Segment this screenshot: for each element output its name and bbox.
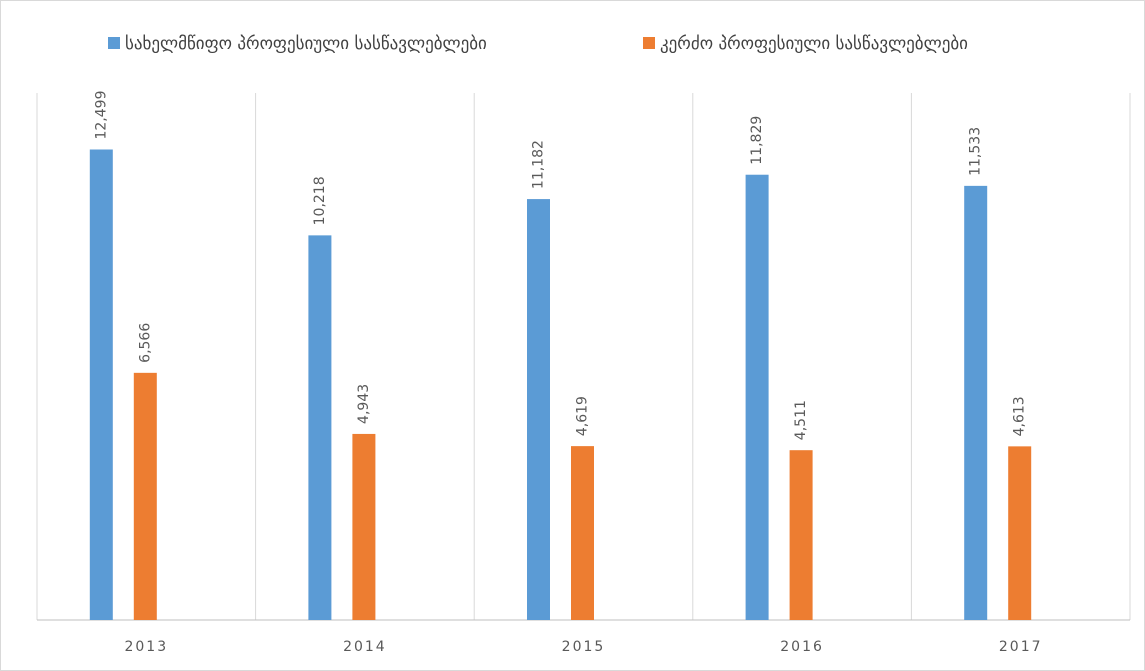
bar (789, 450, 813, 620)
x-tick-label: 2015 (562, 639, 606, 655)
data-label: 4,613 (1012, 396, 1028, 436)
data-label: 11,829 (749, 116, 765, 165)
data-label: 4,943 (356, 384, 372, 424)
bar (133, 372, 157, 620)
legend-label: კერძო პროფესიული სასწავლებლები (660, 34, 968, 54)
legend-swatch (643, 37, 655, 49)
x-tick-label: 2013 (124, 639, 168, 655)
data-label: 10,218 (312, 176, 328, 225)
bar (745, 174, 769, 620)
bar (308, 235, 332, 620)
bar (964, 185, 988, 620)
data-label: 4,619 (575, 396, 591, 436)
bar (89, 149, 113, 620)
data-label: 6,566 (137, 323, 153, 363)
data-label: 11,182 (531, 140, 547, 189)
data-label: 11,533 (968, 127, 984, 176)
bar (571, 446, 594, 620)
bar (527, 199, 550, 620)
data-label: 12,499 (93, 91, 109, 140)
x-tick-label: 2017 (999, 639, 1043, 655)
legend-swatch (108, 37, 120, 49)
x-tick-label: 2014 (343, 639, 387, 655)
legend-label: სახელმწიფო პროფესიული სასწავლებლები (125, 34, 487, 54)
x-tick-label: 2016 (780, 639, 824, 655)
data-label: 4,511 (793, 400, 809, 440)
bar (352, 433, 376, 620)
bar (1008, 446, 1032, 620)
